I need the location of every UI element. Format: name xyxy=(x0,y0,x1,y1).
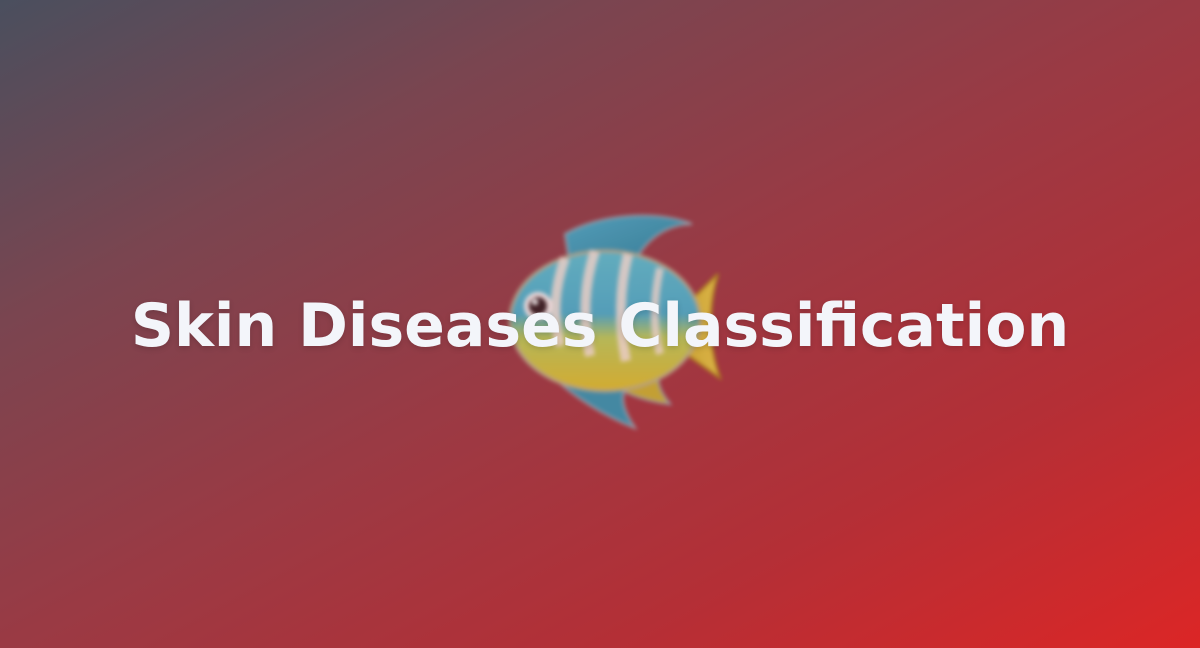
tropical-fish-icon xyxy=(470,196,740,446)
page-title: Skin Diseases Classification xyxy=(130,291,1070,361)
